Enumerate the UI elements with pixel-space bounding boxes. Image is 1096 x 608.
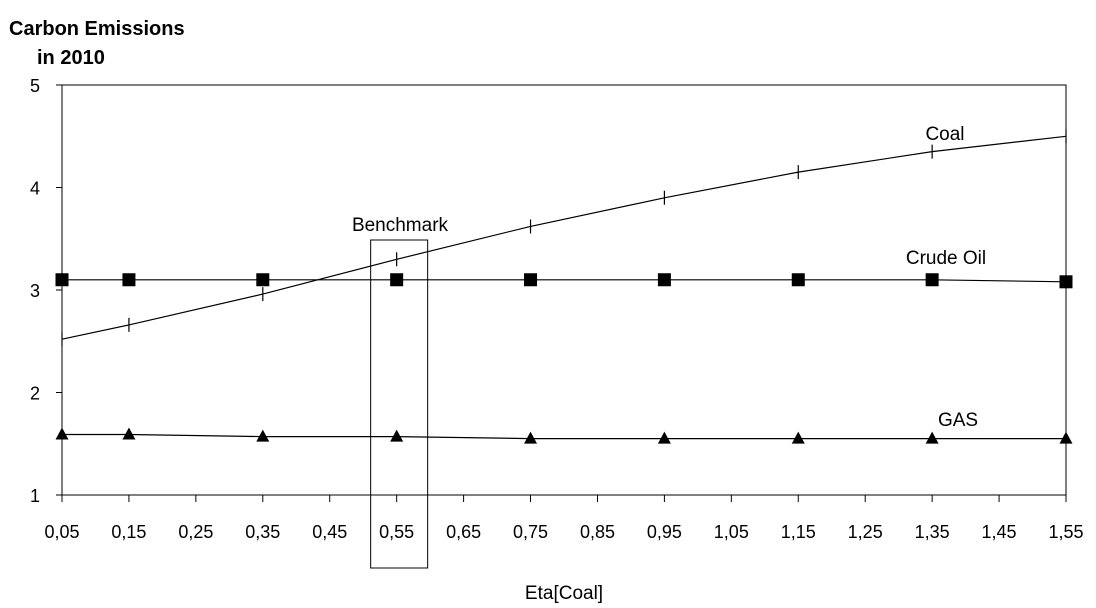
data-point-gas (524, 431, 538, 444)
data-point-gas (256, 429, 270, 442)
x-tick-label: 0,05 (44, 522, 79, 542)
data-point-gas (390, 429, 404, 442)
data-point-gas (791, 431, 805, 444)
benchmark-box (370, 239, 429, 569)
y-tick-label: 3 (30, 281, 40, 301)
data-point-crude-oil (55, 273, 69, 287)
chart-title-line-1: Carbon Emissions (9, 18, 185, 40)
data-point-crude-oil (390, 273, 404, 287)
plot-area-border (61, 84, 1067, 496)
data-point-crude-oil (925, 273, 939, 287)
y-tick-label: 5 (30, 76, 40, 96)
chart-annotations: Benchmark (352, 215, 449, 569)
x-tick-label: 0,75 (513, 522, 548, 542)
y-tick-label: 1 (30, 486, 40, 506)
data-point-crude-oil (122, 273, 136, 287)
data-point-crude-oil (657, 273, 671, 287)
data-point-gas (122, 427, 136, 440)
x-tick-label: 0,45 (312, 522, 347, 542)
series-label-crude-oil: Crude Oil (906, 248, 986, 269)
x-tick-label: 0,15 (111, 522, 146, 542)
y-tick-label: 4 (30, 179, 40, 199)
chart-series: Coal Crude Oil GAS (55, 124, 1073, 444)
x-tick-label: 1,25 (848, 522, 883, 542)
x-tick-label: 0,25 (178, 522, 213, 542)
chart-title-line-2: in 2010 (37, 47, 105, 69)
data-point-crude-oil (256, 273, 270, 287)
data-point-gas (925, 431, 939, 444)
series-label-gas: GAS (938, 410, 978, 431)
x-tick-label: 1,05 (714, 522, 749, 542)
data-point-crude-oil (524, 273, 538, 287)
data-point-gas (657, 431, 671, 444)
y-tick-label: 2 (30, 384, 40, 404)
benchmark-label: Benchmark (352, 215, 449, 236)
data-point-gas (1059, 431, 1073, 444)
series-line-gas (62, 433, 1066, 440)
x-tick-label: 1,35 (915, 522, 950, 542)
x-tick-label: 1,55 (1048, 522, 1083, 542)
data-point-crude-oil (791, 273, 805, 287)
data-point-gas (55, 427, 69, 440)
x-axis-title: Eta[Coal] (525, 583, 603, 604)
series-line-crude-oil (62, 279, 1067, 283)
series-label-coal: Coal (925, 124, 964, 145)
series-line-coal (61, 135, 1067, 340)
x-tick-label: 0,95 (647, 522, 682, 542)
data-point-crude-oil (1059, 275, 1073, 289)
x-tick-label: 0,55 (379, 522, 414, 542)
chart-axes: 0,05 0,15 0,25 0,35 0,45 0,55 0,65 0,75 0,85 0,95… (30, 76, 1084, 542)
x-tick-label: 1,45 (982, 522, 1017, 542)
x-tick-label: 0,65 (446, 522, 481, 542)
x-tick-label: 0,35 (245, 522, 280, 542)
x-tick-label: 1,15 (781, 522, 816, 542)
x-tick-label: 0,85 (580, 522, 615, 542)
